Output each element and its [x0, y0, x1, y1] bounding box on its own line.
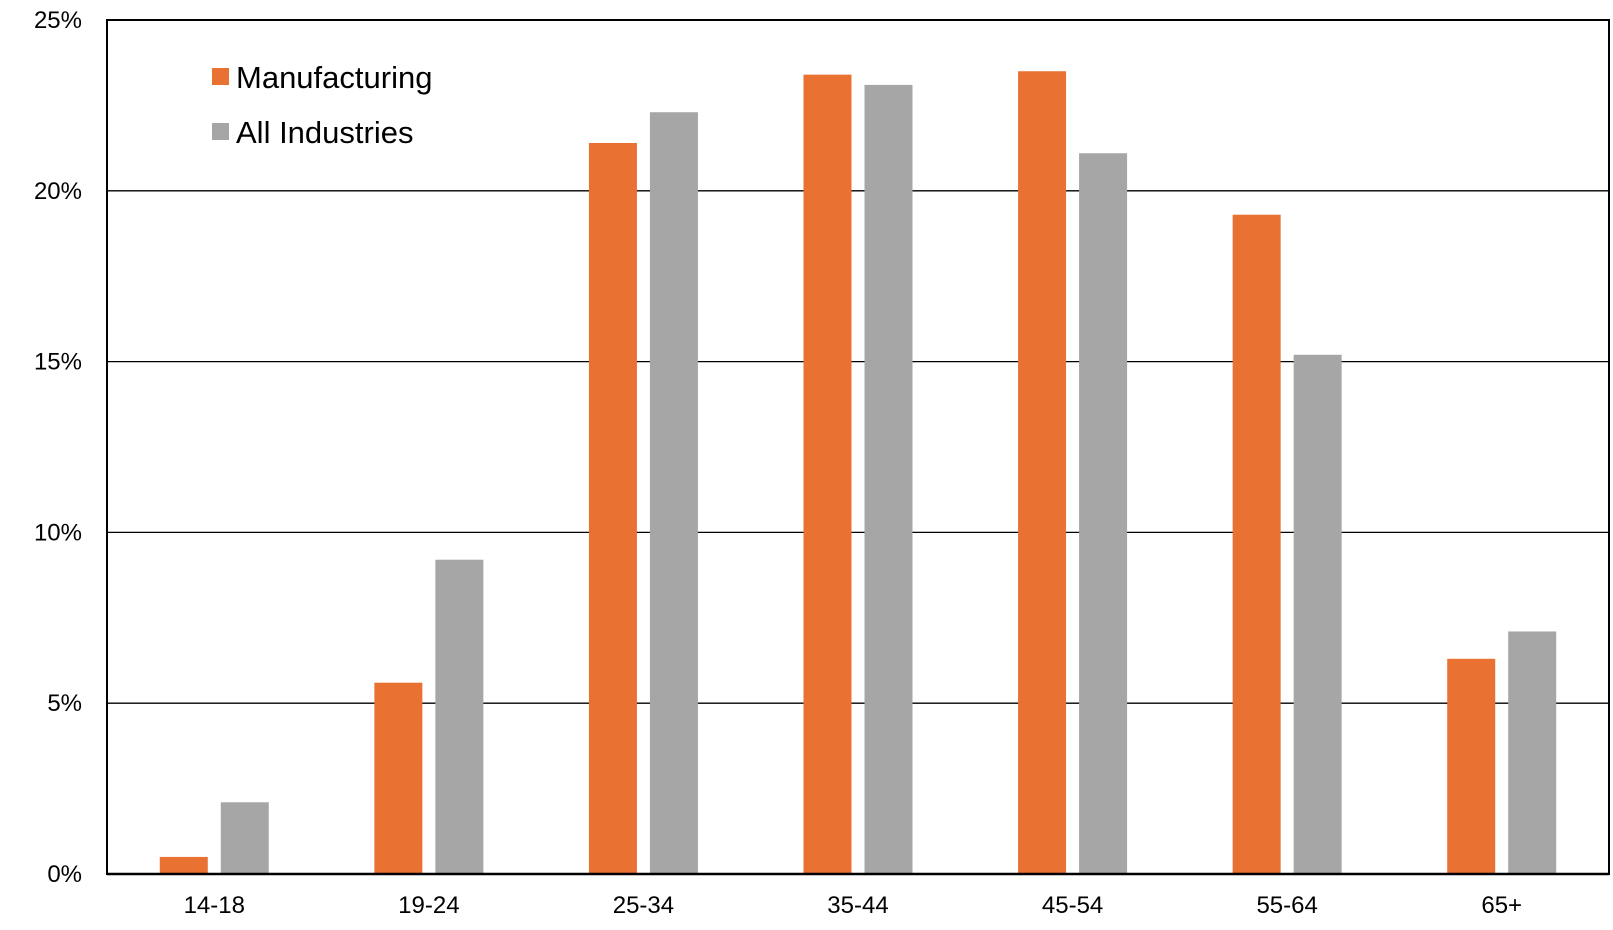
bar-all-industries-35-44 [864, 84, 913, 875]
x-tick-label: 65+ [1481, 892, 1522, 919]
x-tick-label: 14-18 [184, 892, 245, 919]
y-tick-label: 0% [47, 861, 82, 888]
y-axis-tick-labels: 0% 5% 10% 15% 20% 25% [34, 7, 82, 888]
bar-manufacturing-65+ [1447, 658, 1496, 874]
legend: Manufacturing All Industries [212, 60, 432, 150]
legend-label: All Industries [236, 115, 413, 150]
y-tick-label: 25% [34, 7, 82, 34]
legend-swatch-manufacturing [212, 68, 229, 85]
bar-manufacturing-45-54 [1018, 71, 1067, 875]
bar-manufacturing-25-34 [588, 142, 637, 874]
bar-manufacturing-35-44 [803, 74, 852, 874]
bar-all-industries-55-64 [1293, 354, 1342, 874]
x-axis-tick-labels: 14-18 19-24 25-34 35-44 45-54 55-64 65+ [184, 892, 1522, 919]
bar-all-industries-45-54 [1079, 153, 1128, 874]
gridlines [107, 190, 1609, 704]
x-tick-label: 45-54 [1042, 892, 1103, 919]
plot-frame [106, 19, 1610, 876]
x-tick-label: 55-64 [1256, 892, 1317, 919]
bar-all-industries-14-18 [220, 802, 269, 874]
bar-all-industries-65+ [1508, 631, 1557, 874]
y-tick-label: 20% [34, 178, 82, 205]
x-tick-label: 19-24 [398, 892, 459, 919]
bar-manufacturing-55-64 [1232, 214, 1281, 874]
legend-label: Manufacturing [236, 60, 432, 95]
bar-manufacturing-14-18 [159, 856, 208, 874]
y-tick-label: 15% [34, 349, 82, 376]
bar-all-industries-19-24 [435, 559, 484, 874]
legend-swatch-all-industries [212, 123, 229, 140]
y-tick-label: 5% [47, 690, 82, 717]
bars [159, 71, 1557, 875]
bar-manufacturing-19-24 [374, 682, 423, 874]
bar-all-industries-25-34 [649, 112, 698, 875]
x-tick-label: 25-34 [613, 892, 674, 919]
x-tick-label: 35-44 [827, 892, 888, 919]
y-tick-label: 10% [34, 519, 82, 546]
